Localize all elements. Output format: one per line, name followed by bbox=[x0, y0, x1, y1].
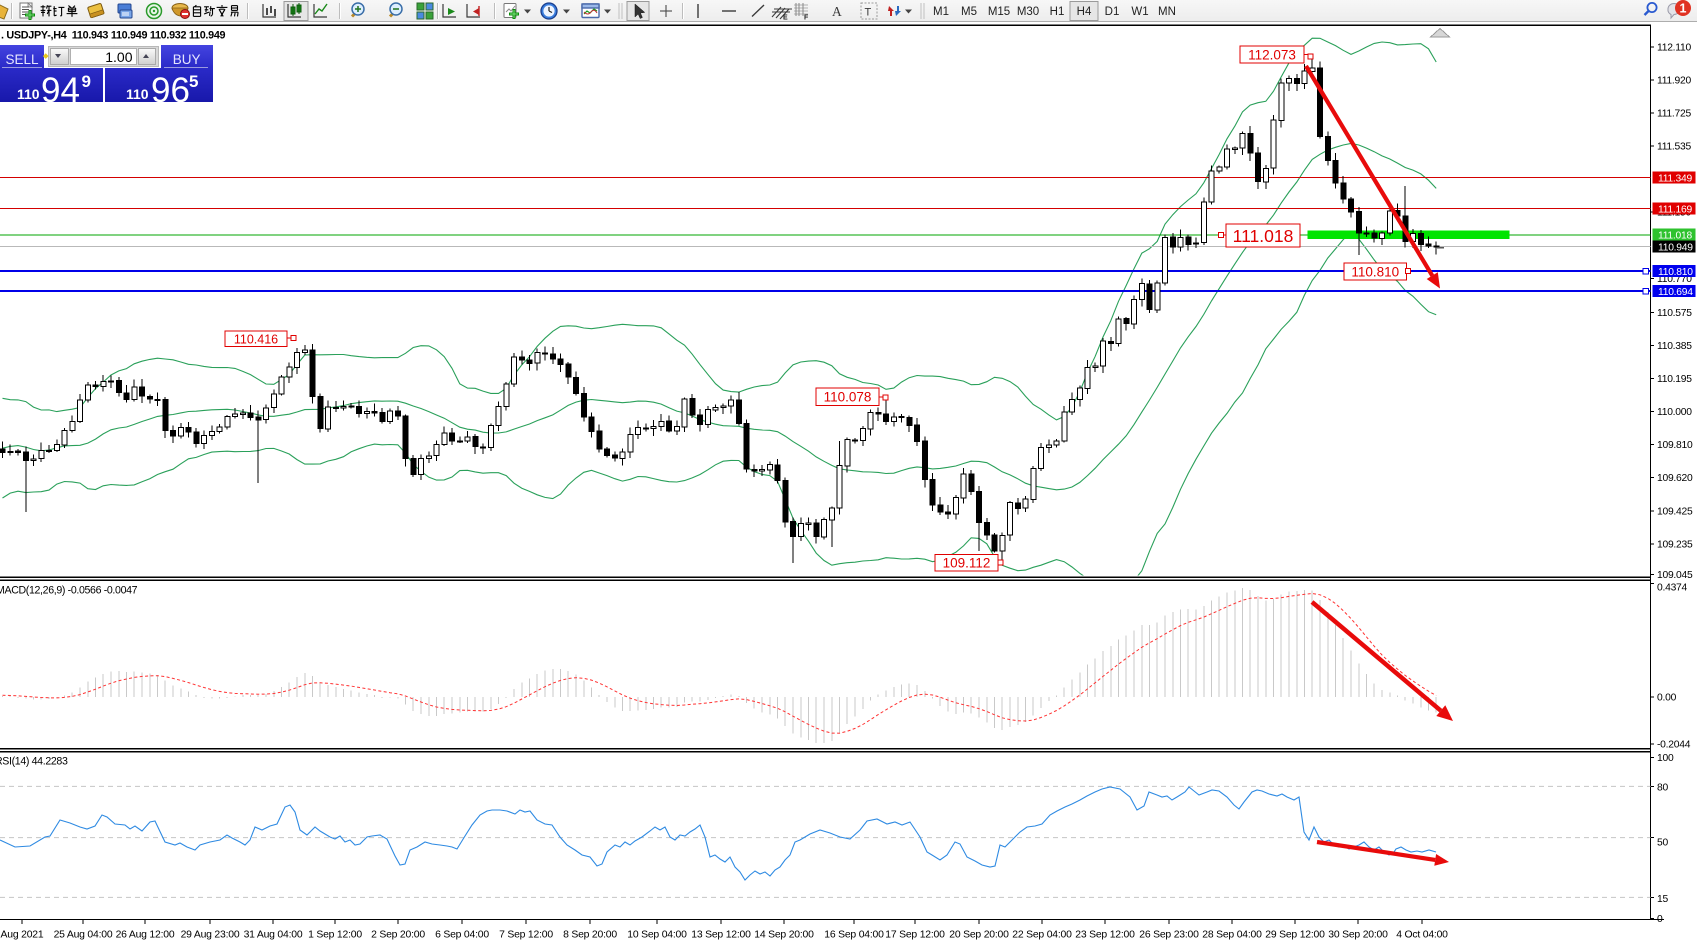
svg-text:8 Sep 20:00: 8 Sep 20:00 bbox=[563, 930, 617, 941]
svg-text:. USDJPY-,H4 110.943 110.949: . USDJPY-,H4 110.943 110.949 110.932 110… bbox=[1, 30, 226, 42]
svg-text:110.078: 110.078 bbox=[824, 390, 872, 405]
svg-text:109.112: 109.112 bbox=[943, 556, 991, 571]
svg-text:4 Oct 04:00: 4 Oct 04:00 bbox=[1396, 930, 1448, 941]
svg-text:110.810: 110.810 bbox=[1658, 267, 1693, 278]
svg-text:RSI(14) 44.2283: RSI(14) 44.2283 bbox=[0, 756, 68, 768]
svg-text:30 Sep 20:00: 30 Sep 20:00 bbox=[1328, 930, 1388, 941]
svg-text:26 Sep 23:00: 26 Sep 23:00 bbox=[1139, 930, 1199, 941]
svg-text:26 Aug 12:00: 26 Aug 12:00 bbox=[116, 930, 175, 941]
svg-text:20 Sep 20:00: 20 Sep 20:00 bbox=[949, 930, 1009, 941]
svg-text:1 Sep 12:00: 1 Sep 12:00 bbox=[308, 930, 362, 941]
svg-text:110.949: 110.949 bbox=[1658, 242, 1693, 253]
svg-text:0.4374: 0.4374 bbox=[1657, 583, 1688, 594]
svg-text:22 Sep 04:00: 22 Sep 04:00 bbox=[1012, 930, 1072, 941]
svg-text:110.385: 110.385 bbox=[1657, 341, 1692, 352]
svg-text:A: A bbox=[832, 4, 842, 19]
svg-text:M5: M5 bbox=[961, 6, 977, 18]
svg-text:111.535: 111.535 bbox=[1657, 142, 1691, 153]
svg-text:10 Sep 04:00: 10 Sep 04:00 bbox=[627, 930, 687, 941]
svg-text:112.110: 112.110 bbox=[1657, 43, 1691, 54]
svg-text:2 Sep 20:00: 2 Sep 20:00 bbox=[371, 930, 425, 941]
svg-text:111.169: 111.169 bbox=[1658, 204, 1692, 215]
svg-text:109.810: 109.810 bbox=[1657, 440, 1693, 451]
svg-text:110.195: 110.195 bbox=[1657, 374, 1692, 385]
svg-text:1: 1 bbox=[1680, 2, 1687, 16]
svg-text:T: T bbox=[865, 7, 872, 19]
svg-text:110.694: 110.694 bbox=[1658, 287, 1693, 298]
svg-text:M15: M15 bbox=[988, 6, 1010, 18]
svg-text:110.416: 110.416 bbox=[234, 332, 278, 346]
svg-text:D1: D1 bbox=[1105, 6, 1120, 18]
svg-text:E: E bbox=[783, 15, 788, 22]
svg-text:-0.2044: -0.2044 bbox=[1657, 740, 1691, 751]
svg-text:111.349: 111.349 bbox=[1658, 173, 1692, 184]
svg-text:109.620: 109.620 bbox=[1657, 473, 1693, 484]
svg-text:M1: M1 bbox=[933, 6, 949, 18]
svg-text:111.018: 111.018 bbox=[1658, 230, 1692, 241]
svg-text:F: F bbox=[804, 15, 809, 22]
svg-text:111.920: 111.920 bbox=[1657, 76, 1691, 87]
svg-text:31 Aug 04:00: 31 Aug 04:00 bbox=[244, 930, 303, 941]
svg-text:100: 100 bbox=[1657, 753, 1674, 764]
svg-text:14 Sep 20:00: 14 Sep 20:00 bbox=[754, 930, 814, 941]
svg-text:109.425: 109.425 bbox=[1657, 507, 1693, 518]
svg-text:H4: H4 bbox=[1077, 6, 1092, 18]
svg-text:0.00: 0.00 bbox=[1657, 693, 1677, 704]
svg-text:6 Sep 04:00: 6 Sep 04:00 bbox=[435, 930, 489, 941]
svg-text:17 Sep 12:00: 17 Sep 12:00 bbox=[885, 930, 945, 941]
svg-text:110.810: 110.810 bbox=[1351, 264, 1399, 279]
svg-text:MN: MN bbox=[1158, 6, 1176, 18]
svg-text:13 Sep 12:00: 13 Sep 12:00 bbox=[691, 930, 751, 941]
svg-text:28 Sep 04:00: 28 Sep 04:00 bbox=[1202, 930, 1262, 941]
svg-text:23 Sep 12:00: 23 Sep 12:00 bbox=[1075, 930, 1135, 941]
svg-text:29 Aug 23:00: 29 Aug 23:00 bbox=[181, 930, 240, 941]
svg-text:16 Sep 04:00: 16 Sep 04:00 bbox=[824, 930, 884, 941]
svg-text:29 Sep 12:00: 29 Sep 12:00 bbox=[1265, 930, 1325, 941]
svg-text:50: 50 bbox=[1657, 838, 1668, 849]
svg-text:80: 80 bbox=[1657, 783, 1668, 794]
svg-text:111.725: 111.725 bbox=[1657, 109, 1691, 120]
svg-text:H1: H1 bbox=[1050, 6, 1065, 18]
svg-text:112.073: 112.073 bbox=[1248, 47, 1296, 62]
svg-text:110.770: 110.770 bbox=[1657, 274, 1692, 285]
svg-text:Aug 2021: Aug 2021 bbox=[1, 930, 44, 941]
svg-text:110.000: 110.000 bbox=[1657, 407, 1692, 418]
svg-text:0: 0 bbox=[1657, 914, 1663, 925]
svg-text:111.018: 111.018 bbox=[1233, 226, 1294, 246]
svg-text:7 Sep 12:00: 7 Sep 12:00 bbox=[499, 930, 553, 941]
svg-text:25 Aug 04:00: 25 Aug 04:00 bbox=[54, 930, 113, 941]
svg-text:M30: M30 bbox=[1017, 6, 1039, 18]
svg-text:W1: W1 bbox=[1131, 6, 1148, 18]
svg-text:15: 15 bbox=[1657, 894, 1668, 905]
svg-text:MACD(12,26,9) -0.0566 -0.0047: MACD(12,26,9) -0.0566 -0.0047 bbox=[0, 585, 138, 597]
svg-text:110.575: 110.575 bbox=[1657, 308, 1692, 319]
svg-text:109.045: 109.045 bbox=[1657, 570, 1693, 581]
svg-text:109.235: 109.235 bbox=[1657, 540, 1693, 551]
